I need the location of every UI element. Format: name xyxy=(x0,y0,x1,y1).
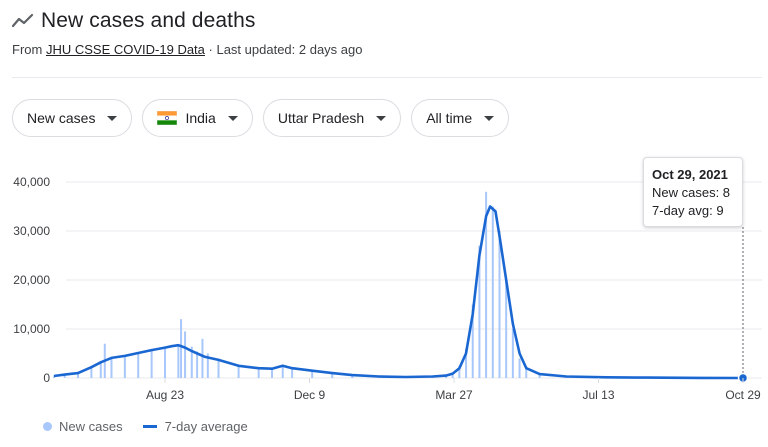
cases-bar xyxy=(485,191,488,378)
y-tick-label: 30,000 xyxy=(13,224,50,238)
cases-bar xyxy=(63,374,66,378)
y-tick-label: 20,000 xyxy=(13,273,50,287)
cases-bar xyxy=(137,352,140,378)
range-dropdown[interactable]: All time xyxy=(411,99,510,137)
divider xyxy=(12,77,762,78)
cases-bar xyxy=(331,373,334,378)
range-label: All time xyxy=(426,110,473,126)
y-tick-label: 10,000 xyxy=(13,322,50,336)
title-row: New cases and deaths xyxy=(12,8,762,34)
x-tick-label: Aug 23 xyxy=(146,388,184,402)
cases-bar xyxy=(458,365,461,378)
tooltip-avg: 7-day avg: 9 xyxy=(652,203,724,218)
filter-chips: New cases India Uttar Pradesh All time xyxy=(12,99,519,137)
header: New cases and deaths From JHU CSSE COVID… xyxy=(12,8,762,57)
cases-bar xyxy=(164,348,166,378)
legend-seven-day-average[interactable]: 7-day average xyxy=(142,419,248,434)
trending-line-icon xyxy=(12,13,34,28)
cases-bar xyxy=(99,360,102,378)
country-dropdown[interactable]: India xyxy=(142,99,253,137)
chevron-down-icon xyxy=(376,115,387,121)
y-axis-labels: 0 10,000 20,000 30,000 40,000 xyxy=(13,175,50,385)
cases-bar xyxy=(491,206,494,378)
cases-bar xyxy=(505,280,508,378)
cases-bar xyxy=(196,351,199,378)
region-label: Uttar Pradesh xyxy=(277,110,365,126)
cases-bar xyxy=(538,374,541,378)
last-updated: · Last updated: 2 days ago xyxy=(208,42,363,57)
tooltip-date: Oct 29, 2021 xyxy=(652,167,728,182)
cases-bar xyxy=(52,376,55,378)
cases-bar xyxy=(257,368,260,378)
legend-new-cases[interactable]: New cases xyxy=(43,419,123,434)
cases-bar xyxy=(471,304,474,378)
y-tick-label: 40,000 xyxy=(13,175,50,189)
cases-bar xyxy=(311,370,314,378)
source-link[interactable]: JHU CSSE COVID-19 Data xyxy=(45,42,205,57)
cases-bar xyxy=(90,365,93,378)
cases-bar xyxy=(77,373,80,378)
cases-bar xyxy=(498,231,501,378)
cases-bar xyxy=(511,329,514,378)
x-tick-label: Jul 13 xyxy=(582,388,614,402)
cases-bar xyxy=(206,353,209,378)
cases-chart[interactable]: 0 10,000 20,000 30,000 40,000 Aug 23 Dec 9 Mar… xyxy=(0,150,768,412)
chevron-down-icon xyxy=(227,115,238,121)
hover-tooltip: Oct 29, 2021 New cases: 8 7-day avg: 9 xyxy=(643,157,743,227)
cases-bar xyxy=(518,358,521,378)
cases-bar xyxy=(190,346,193,378)
x-tick-label: Mar 27 xyxy=(435,388,473,402)
cases-bar xyxy=(110,357,113,378)
x-tick-label: Dec 9 xyxy=(294,388,326,402)
tooltip-new-cases: New cases: 8 xyxy=(652,185,731,200)
chevron-down-icon xyxy=(107,115,118,121)
metric-dropdown[interactable]: New cases xyxy=(12,99,133,137)
cases-bar xyxy=(525,369,528,378)
cases-bar xyxy=(201,338,204,378)
source-line: From JHU CSSE COVID-19 Data · Last updat… xyxy=(12,42,762,57)
cases-bar xyxy=(281,365,284,378)
cases-bar xyxy=(123,355,126,378)
cases-bar xyxy=(177,344,180,378)
chart-legend: New cases 7-day average xyxy=(43,419,268,434)
cases-bar xyxy=(237,365,240,378)
page-title: New cases and deaths xyxy=(41,9,256,32)
cases-bar xyxy=(291,368,294,378)
india-flag-icon xyxy=(157,111,178,125)
cases-bar xyxy=(180,319,183,378)
source-prefix: From xyxy=(12,42,43,57)
y-tick-label: 0 xyxy=(43,371,50,385)
cases-bar xyxy=(184,331,187,378)
country-label: India xyxy=(185,110,216,126)
region-dropdown[interactable]: Uttar Pradesh xyxy=(262,99,402,137)
cases-bar xyxy=(478,245,481,378)
seven-day-average-line xyxy=(53,205,744,380)
cases-bar xyxy=(217,358,220,378)
legend-cases-label: New cases xyxy=(59,419,123,434)
cases-bar xyxy=(150,349,153,378)
metric-label: New cases xyxy=(27,110,96,126)
legend-avg-label: 7-day average xyxy=(164,419,248,434)
x-tick-label: Oct 29 xyxy=(725,388,761,402)
legend-line-icon xyxy=(142,425,157,428)
x-axis-labels: Aug 23 Dec 9 Mar 27 Jul 13 Oct 29 xyxy=(146,378,761,402)
cases-bar xyxy=(451,373,454,378)
cases-bar xyxy=(271,368,274,378)
cases-bar xyxy=(465,348,468,378)
legend-dot-icon xyxy=(43,422,52,431)
chevron-down-icon xyxy=(484,115,495,121)
